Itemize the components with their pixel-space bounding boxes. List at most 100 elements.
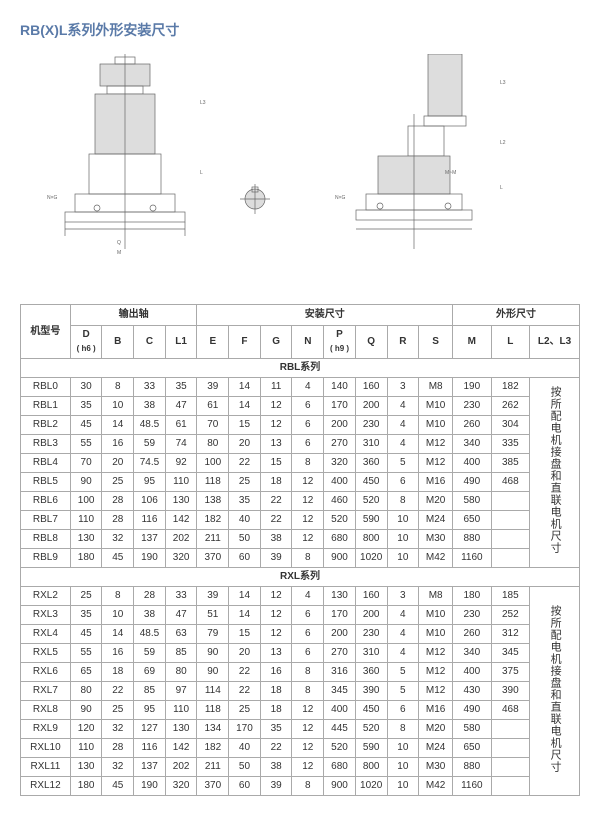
- cell-P: 400: [324, 473, 356, 492]
- cell-m: RXL8: [21, 701, 71, 720]
- cell-Q: 230: [355, 416, 387, 435]
- cell-N: 8: [292, 454, 324, 473]
- col-P: P( h9 ): [324, 326, 356, 359]
- diagram-mid: [240, 184, 270, 214]
- cell-C: 106: [134, 492, 166, 511]
- cell-Q: 360: [355, 454, 387, 473]
- cell-P: 130: [324, 587, 356, 606]
- cell-G: 18: [260, 473, 292, 492]
- cell-D: 120: [70, 720, 102, 739]
- cell-B: 32: [102, 758, 134, 777]
- cell-E: 211: [197, 530, 229, 549]
- cell-P: 520: [324, 511, 356, 530]
- table-row: RXL89025951101182518124004506M16490468: [21, 701, 580, 720]
- cell-M: 880: [453, 758, 491, 777]
- cell-C: 95: [134, 473, 166, 492]
- cell-F: 25: [229, 701, 261, 720]
- cell-N: 8: [292, 777, 324, 796]
- svg-text:Q: Q: [117, 240, 121, 246]
- cell-m: RXL3: [21, 606, 71, 625]
- col-D: D( h6 ): [70, 326, 102, 359]
- cell-C: 28: [134, 587, 166, 606]
- cell-P: 270: [324, 644, 356, 663]
- cell-F: 22: [229, 682, 261, 701]
- col-Q: Q: [355, 326, 387, 359]
- cell-L: [491, 777, 529, 796]
- cell-m: RXL12: [21, 777, 71, 796]
- cell-M: 230: [453, 397, 491, 416]
- cell-C: 137: [134, 758, 166, 777]
- cell-L: 468: [491, 701, 529, 720]
- cell-E: 39: [197, 378, 229, 397]
- cell-S: M12: [419, 454, 453, 473]
- svg-text:N×G: N×G: [335, 195, 346, 201]
- cell-S: M16: [419, 701, 453, 720]
- cell-S: M42: [419, 777, 453, 796]
- svg-text:L: L: [200, 170, 203, 176]
- cell-S: M12: [419, 644, 453, 663]
- cell-L1: 92: [165, 454, 197, 473]
- cell-M: 580: [453, 492, 491, 511]
- cell-R: 4: [387, 416, 419, 435]
- cell-E: 79: [197, 625, 229, 644]
- cell-B: 22: [102, 682, 134, 701]
- section-rbl: RBL系列: [21, 359, 580, 378]
- col-G: G: [260, 326, 292, 359]
- cell-C: 85: [134, 682, 166, 701]
- cell-M: 1160: [453, 777, 491, 796]
- cell-P: 200: [324, 625, 356, 644]
- cell-L: [491, 492, 529, 511]
- cell-Q: 520: [355, 492, 387, 511]
- cell-L: 262: [491, 397, 529, 416]
- cell-L1: 63: [165, 625, 197, 644]
- table-row: RXL55516598590201362703104M12340345: [21, 644, 580, 663]
- cell-E: 118: [197, 473, 229, 492]
- cell-C: 33: [134, 378, 166, 397]
- cell-Q: 450: [355, 701, 387, 720]
- cell-B: 28: [102, 511, 134, 530]
- col-B: B: [102, 326, 134, 359]
- col-group-outer: 外形尺寸: [453, 305, 580, 326]
- cell-D: 180: [70, 549, 102, 568]
- cell-C: 116: [134, 511, 166, 530]
- cell-L1: 35: [165, 378, 197, 397]
- cell-Q: 1020: [355, 777, 387, 796]
- cell-m: RBL8: [21, 530, 71, 549]
- cell-M: 490: [453, 701, 491, 720]
- cell-C: 48.5: [134, 625, 166, 644]
- side-note: 按所配电机接盘和直联电机尺寸: [530, 587, 580, 796]
- cell-B: 32: [102, 530, 134, 549]
- table-row: RXL780228597114221883453905M12430390: [21, 682, 580, 701]
- cell-L1: 202: [165, 530, 197, 549]
- table-row: RBL2451448.56170151262002304M10260304: [21, 416, 580, 435]
- cell-Q: 800: [355, 530, 387, 549]
- cell-E: 61: [197, 397, 229, 416]
- cell-M: 180: [453, 587, 491, 606]
- cell-R: 4: [387, 644, 419, 663]
- section-rxl: RXL系列: [21, 568, 580, 587]
- diagram-area: N×G QM L3L N×G L3L2L M~M: [20, 54, 580, 284]
- table-row: RBL59025951101182518124004506M16490468: [21, 473, 580, 492]
- cell-M: 230: [453, 606, 491, 625]
- cell-R: 6: [387, 701, 419, 720]
- diagram-right: N×G L3L2L M~M: [330, 54, 520, 274]
- cell-B: 20: [102, 454, 134, 473]
- cell-S: M10: [419, 625, 453, 644]
- cell-N: 6: [292, 606, 324, 625]
- cell-C: 127: [134, 720, 166, 739]
- cell-m: RXL10: [21, 739, 71, 758]
- cell-B: 32: [102, 720, 134, 739]
- cell-D: 90: [70, 473, 102, 492]
- cell-B: 25: [102, 701, 134, 720]
- cell-N: 12: [292, 473, 324, 492]
- cell-C: 116: [134, 739, 166, 758]
- col-S: S: [419, 326, 453, 359]
- cell-S: M10: [419, 606, 453, 625]
- cell-Q: 590: [355, 511, 387, 530]
- cell-M: 580: [453, 720, 491, 739]
- cell-L: [491, 720, 529, 739]
- cell-G: 13: [260, 644, 292, 663]
- cell-B: 10: [102, 606, 134, 625]
- cell-B: 16: [102, 644, 134, 663]
- cell-F: 60: [229, 777, 261, 796]
